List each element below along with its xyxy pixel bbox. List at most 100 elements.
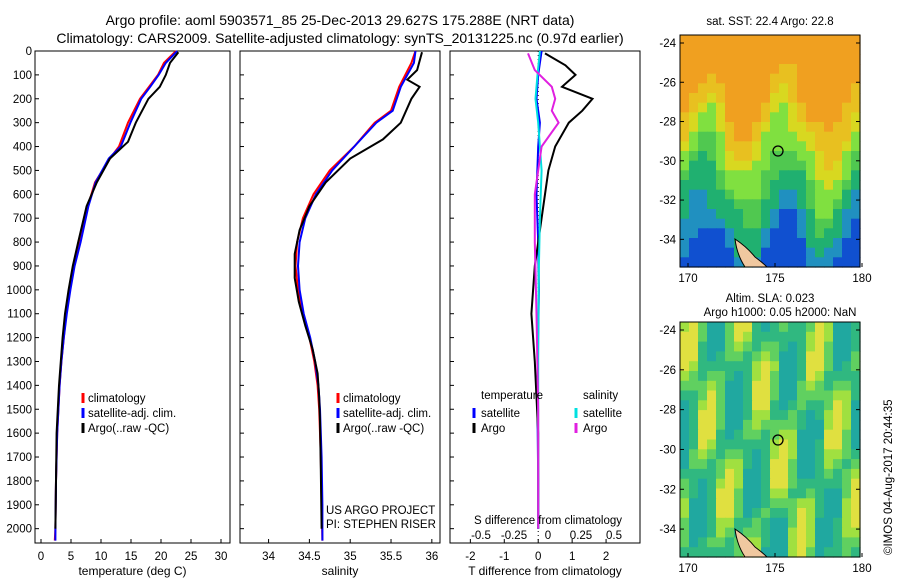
map-cell [752,35,762,46]
map-cell [833,112,843,123]
map-cell [761,131,771,142]
map-cell [851,331,861,343]
map-cell [779,322,789,333]
map-cell [734,547,744,558]
map-cell [797,361,807,372]
map-cell [734,131,744,142]
map-cell [851,189,861,200]
map-cell [680,468,690,480]
pi-annotation: US ARGO PROJECT [326,505,435,517]
map-y-tick-label: -24 [659,38,676,50]
map-cell [680,180,690,191]
map-cell [797,527,807,538]
map-cell [833,508,843,519]
map-cell [833,141,843,152]
map-y-tick-label: -30 [659,156,676,168]
map-cell [734,419,744,431]
map-cell [842,122,852,133]
map-cell [779,228,789,239]
map-cell [770,218,780,229]
map-cell [707,209,717,220]
map-cell [761,199,771,210]
map-x-tick-label: 175 [765,273,784,285]
map-cell [761,160,771,171]
map-cell [680,488,690,499]
map-cell [815,478,825,490]
map-cell [761,102,771,113]
map-cell [761,459,771,470]
map-cell [815,517,825,529]
map-cell [770,537,780,548]
map-cell [788,371,798,382]
map-cell [824,468,834,480]
map-cell [851,371,861,382]
map-cell [815,122,825,133]
map-cell [752,361,762,372]
map-cell [761,341,771,352]
map-cell [725,419,735,431]
map-cell [725,93,735,104]
map-cell [851,488,861,499]
map-cell [752,322,762,333]
map-cell [824,429,834,441]
map-cell [743,400,753,411]
map-cell [779,218,789,229]
secondary-tick-label: 0 [545,530,551,542]
map-cell [707,459,717,470]
map-cell [689,35,699,46]
y-tick-label: 1500 [6,404,32,416]
sst-map-title: sat. SST: 22.4 Argo: 22.8 [706,16,834,28]
map-cell [689,508,699,519]
map-cell [761,331,771,343]
y-tick-label: 1000 [6,285,32,297]
map-cell [842,93,852,104]
map-cell [716,257,726,268]
map-cell [725,498,735,509]
map-cell [797,439,807,450]
map-cell [770,209,780,220]
map-cell [815,419,825,431]
map-cell [770,64,780,75]
map-cell [698,331,708,343]
map-cell [698,429,708,441]
map-cell [797,218,807,229]
map-cell [779,247,789,258]
map-cell [797,331,807,343]
map-y-tick-label: -26 [659,365,676,377]
map-cell [797,371,807,382]
map-cell [698,439,708,450]
map-cell [725,390,735,401]
map-cell [734,64,744,75]
map-cell [752,44,762,55]
map-cell [761,238,771,249]
map-cell [743,361,753,372]
map-cell [716,498,726,509]
map-cell [824,527,834,538]
map-cell [788,112,798,123]
x-tick-label: 20 [155,551,168,563]
map-cell [689,341,699,352]
map-cell [779,429,789,441]
map-cell [770,508,780,519]
y-tick-label: 1400 [6,380,32,392]
map-cell [797,141,807,152]
map-cell [842,429,852,441]
map-cell [761,257,771,268]
map-cell [851,35,861,46]
map-cell [815,400,825,411]
map-cell [806,380,816,392]
map-cell [788,449,798,460]
secondary-axis-label: S difference from climatology [474,515,622,527]
map-cell [680,228,690,239]
map-cell [824,547,834,558]
map-cell [707,498,717,509]
map-cell [734,361,744,372]
map-cell [752,478,762,490]
map-cell [842,517,852,529]
map-cell [824,102,834,113]
map-cell [761,517,771,529]
map-cell [797,468,807,480]
map-y-tick-label: -28 [659,405,676,417]
x-tick-label: -1 [499,551,509,563]
